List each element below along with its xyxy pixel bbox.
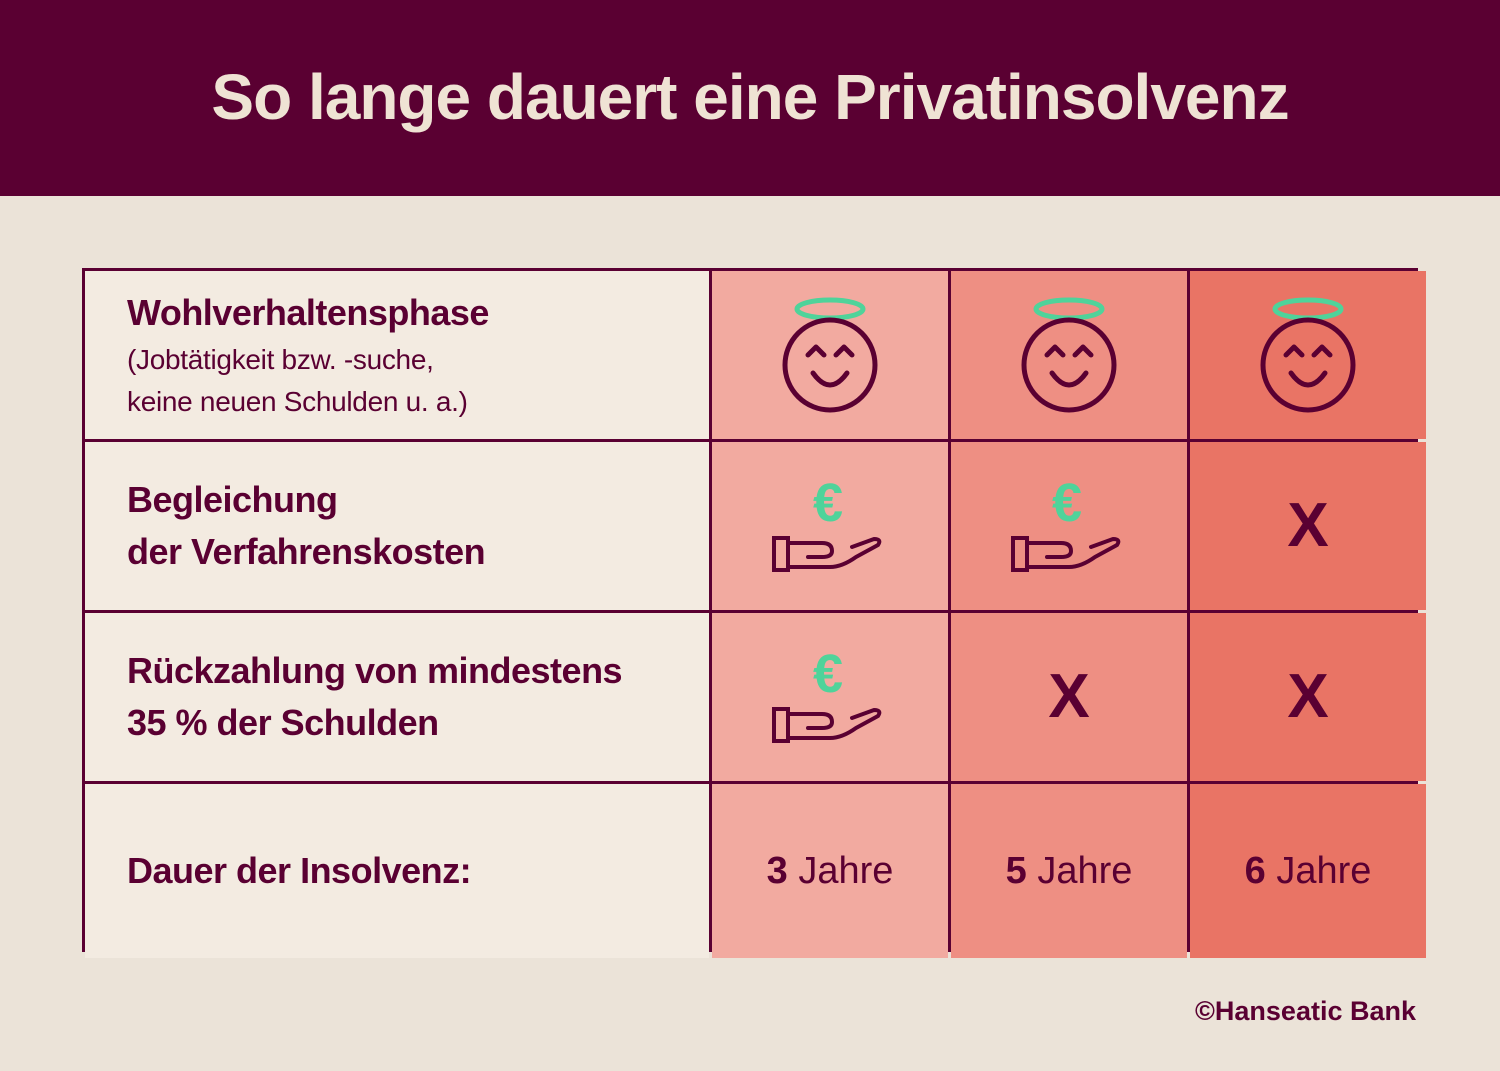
duration-number: 3 <box>766 849 788 892</box>
row-label-costs: Begleichung der Verfahrenskosten <box>85 442 709 610</box>
row-label-duration: Dauer der Insolvenz: <box>85 784 709 958</box>
halo-smiley-icon <box>1021 297 1117 413</box>
cell-repayment-col2: X <box>951 613 1187 781</box>
row-label-costs-line-1: Begleichung <box>127 479 338 520</box>
duration-value: 5 Jahre <box>1006 850 1133 893</box>
cell-conduct-col3 <box>1190 271 1426 439</box>
euro-hand-icon: € <box>772 473 882 572</box>
page-title: So lange dauert eine Privatinsolvenz <box>211 61 1289 133</box>
halo-smiley-icon <box>1260 297 1356 413</box>
cell-conduct-col2 <box>951 271 1187 439</box>
duration-unit: Jahre <box>798 849 894 892</box>
row-label-costs-line-2: der Verfahrenskosten <box>127 531 486 572</box>
cell-duration-col3: 6 Jahre <box>1190 784 1426 958</box>
copyright-notice: ©Hanseatic Bank <box>1195 996 1416 1026</box>
row-label-conduct-sub-1: (Jobtätigkeit bzw. -suche, <box>127 344 434 375</box>
row-label-duration-text: Dauer der Insolvenz: <box>127 850 472 891</box>
cell-costs-col2: € <box>951 442 1187 610</box>
duration-unit: Jahre <box>1037 849 1133 892</box>
row-label-repayment-line-1: Rückzahlung von mindestens <box>127 650 623 691</box>
svg-text:€: € <box>813 644 843 704</box>
cell-duration-col1: 3 Jahre <box>712 784 948 958</box>
euro-hand-icon: € <box>1011 473 1121 572</box>
comparison-table: Wohlverhaltensphase (Jobtätigkeit bzw. -… <box>82 268 1426 958</box>
duration-value: 3 Jahre <box>767 850 894 893</box>
cell-conduct-col1 <box>712 271 948 439</box>
duration-number: 6 <box>1244 849 1266 892</box>
duration-value: 6 Jahre <box>1245 850 1372 893</box>
halo-smiley-icon <box>782 297 878 413</box>
row-label-conduct: Wohlverhaltensphase (Jobtätigkeit bzw. -… <box>85 271 709 439</box>
euro-hand-icon: € <box>772 644 882 743</box>
svg-text:€: € <box>1052 473 1082 533</box>
cell-costs-col3: X <box>1190 442 1426 610</box>
not-required-mark: X <box>1287 662 1329 731</box>
cell-repayment-col1: € <box>712 613 948 781</box>
row-label-conduct-title: Wohlverhaltensphase <box>127 292 489 333</box>
cell-duration-col2: 5 Jahre <box>951 784 1187 958</box>
not-required-mark: X <box>1287 491 1329 560</box>
svg-text:€: € <box>813 473 843 533</box>
row-label-conduct-sub-2: keine neuen Schulden u. a.) <box>127 386 468 417</box>
header-banner: So lange dauert eine Privatinsolvenz <box>0 0 1500 196</box>
not-required-mark: X <box>1048 662 1090 731</box>
cell-repayment-col3: X <box>1190 613 1426 781</box>
row-label-repayment: Rückzahlung von mindestens 35 % der Schu… <box>85 613 709 781</box>
duration-number: 5 <box>1005 849 1027 892</box>
cell-costs-col1: € <box>712 442 948 610</box>
duration-unit: Jahre <box>1276 849 1372 892</box>
row-label-repayment-line-2: 35 % der Schulden <box>127 702 439 743</box>
